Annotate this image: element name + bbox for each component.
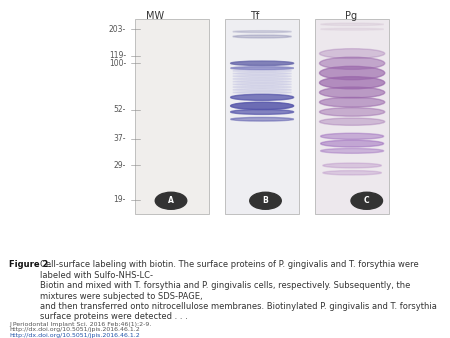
Text: 37-: 37- — [113, 134, 126, 143]
Ellipse shape — [320, 87, 385, 98]
Text: MW: MW — [146, 11, 164, 21]
Ellipse shape — [323, 171, 382, 175]
FancyBboxPatch shape — [225, 20, 299, 214]
Ellipse shape — [233, 78, 292, 80]
Ellipse shape — [233, 31, 292, 32]
Text: 52-: 52- — [113, 105, 126, 114]
Text: Tf: Tf — [250, 11, 259, 21]
Ellipse shape — [320, 49, 385, 58]
Ellipse shape — [230, 110, 293, 114]
Ellipse shape — [230, 94, 293, 100]
Ellipse shape — [320, 66, 385, 80]
Ellipse shape — [233, 81, 292, 82]
Ellipse shape — [320, 118, 385, 125]
Text: Figure 2.: Figure 2. — [9, 260, 52, 269]
Ellipse shape — [233, 70, 292, 72]
Ellipse shape — [320, 140, 383, 147]
Text: Cell-surface labeling with biotin. The surface proteins of P. gingivalis and T. : Cell-surface labeling with biotin. The s… — [40, 260, 437, 321]
Ellipse shape — [320, 28, 383, 30]
Circle shape — [351, 192, 382, 209]
Ellipse shape — [233, 92, 292, 93]
Ellipse shape — [320, 23, 383, 26]
Text: B: B — [263, 196, 268, 205]
Ellipse shape — [233, 83, 292, 85]
Text: 203-: 203- — [109, 25, 126, 34]
Ellipse shape — [320, 57, 385, 69]
Ellipse shape — [323, 163, 382, 168]
Ellipse shape — [233, 73, 292, 74]
Text: J Periodontal Implant Sci. 2016 Feb;46(1):2-9.
http://dx.doi.org/10.5051/jpis.20: J Periodontal Implant Sci. 2016 Feb;46(1… — [9, 321, 151, 332]
Text: 19-: 19- — [113, 195, 126, 204]
Ellipse shape — [320, 148, 383, 153]
Text: 29-: 29- — [113, 161, 126, 170]
Ellipse shape — [233, 35, 292, 38]
Ellipse shape — [230, 102, 293, 110]
Circle shape — [155, 192, 187, 209]
Ellipse shape — [233, 67, 292, 69]
Ellipse shape — [230, 117, 293, 121]
Text: http://dx.doi.org/10.5051/jpis.2016.46.1.2: http://dx.doi.org/10.5051/jpis.2016.46.1… — [9, 333, 140, 338]
Ellipse shape — [320, 133, 383, 139]
Text: 100-: 100- — [109, 59, 126, 68]
Circle shape — [250, 192, 281, 209]
Ellipse shape — [233, 89, 292, 91]
Ellipse shape — [233, 75, 292, 77]
Text: Pg: Pg — [345, 11, 357, 21]
FancyBboxPatch shape — [315, 20, 389, 214]
Text: 119-: 119- — [109, 51, 126, 61]
Ellipse shape — [320, 97, 385, 107]
Text: A: A — [168, 196, 174, 205]
Ellipse shape — [320, 108, 385, 116]
Ellipse shape — [233, 86, 292, 88]
Ellipse shape — [230, 67, 293, 70]
Ellipse shape — [230, 61, 293, 66]
Text: C: C — [364, 196, 369, 205]
FancyBboxPatch shape — [135, 20, 209, 214]
Ellipse shape — [320, 77, 385, 89]
